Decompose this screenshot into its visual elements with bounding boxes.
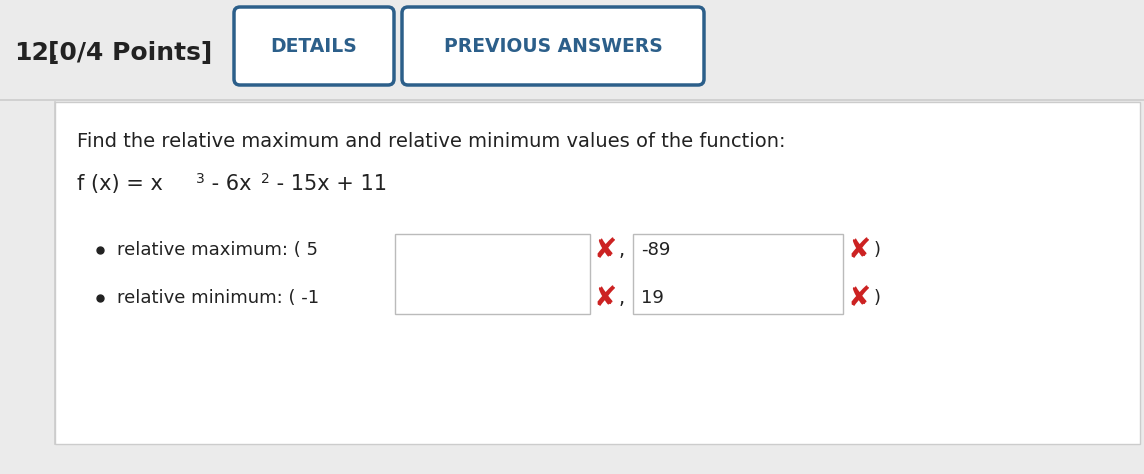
Text: ): ) xyxy=(874,289,881,307)
Text: ,: , xyxy=(619,289,625,308)
FancyBboxPatch shape xyxy=(395,234,590,314)
Text: PREVIOUS ANSWERS: PREVIOUS ANSWERS xyxy=(444,36,662,55)
FancyBboxPatch shape xyxy=(235,7,394,85)
Text: 3: 3 xyxy=(196,172,205,186)
FancyBboxPatch shape xyxy=(402,7,704,85)
Text: 19: 19 xyxy=(641,289,664,307)
Text: relative minimum: ( -1: relative minimum: ( -1 xyxy=(117,289,319,307)
Text: 2: 2 xyxy=(261,172,270,186)
Text: -89: -89 xyxy=(641,241,670,259)
Text: [0/4 Points]: [0/4 Points] xyxy=(48,41,213,65)
Text: ✘: ✘ xyxy=(848,236,872,264)
FancyBboxPatch shape xyxy=(633,234,843,314)
Text: ✘: ✘ xyxy=(594,284,618,312)
Text: Find the relative maximum and relative minimum values of the function:: Find the relative maximum and relative m… xyxy=(77,132,786,151)
Text: 12.: 12. xyxy=(14,41,58,65)
Text: ✘: ✘ xyxy=(594,236,618,264)
FancyBboxPatch shape xyxy=(0,0,1144,100)
Text: f (x) = x: f (x) = x xyxy=(77,174,162,194)
Text: ,: , xyxy=(619,240,625,259)
Text: ✘: ✘ xyxy=(848,284,872,312)
Text: DETAILS: DETAILS xyxy=(271,36,357,55)
Text: - 6x: - 6x xyxy=(205,174,252,194)
Text: - 15x + 11: - 15x + 11 xyxy=(270,174,387,194)
Text: relative maximum: ( 5: relative maximum: ( 5 xyxy=(117,241,318,259)
FancyBboxPatch shape xyxy=(55,102,1141,444)
Text: ): ) xyxy=(874,241,881,259)
FancyBboxPatch shape xyxy=(0,0,1144,12)
